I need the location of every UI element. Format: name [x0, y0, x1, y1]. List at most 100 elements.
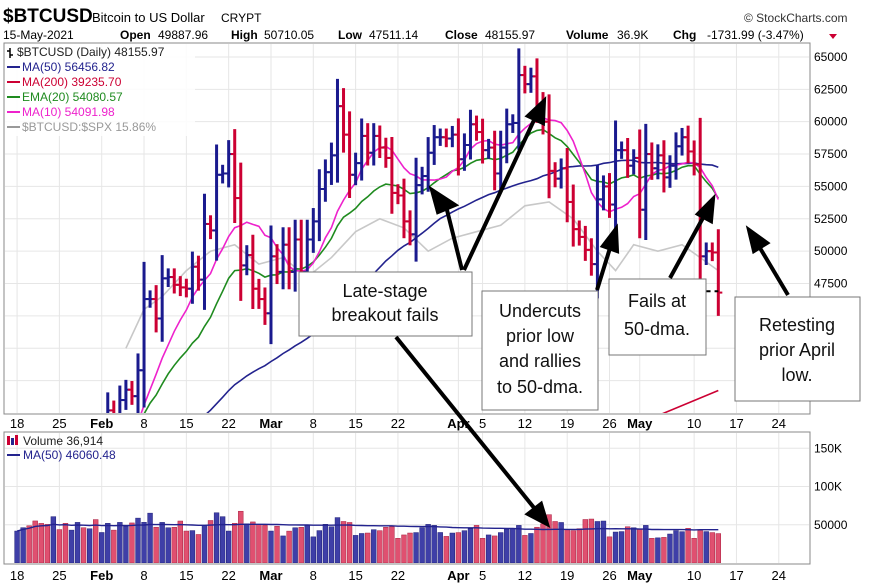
volume-bar [232, 523, 238, 563]
x-tick-label: 25 [52, 568, 66, 583]
annotation-line: breakout fails [331, 305, 438, 325]
arrow-head-icon [428, 185, 460, 215]
arrow-late-stage [444, 205, 464, 271]
x-tick-label: 12 [518, 416, 532, 431]
volume-bar [443, 536, 449, 563]
price-bar [25, 413, 33, 434]
x-tick-label: 15 [179, 568, 193, 583]
high-label: High [231, 28, 258, 42]
legend-entry: $BTCUSD:$SPX 15.86% [22, 120, 156, 134]
volume-bar [316, 530, 323, 563]
x-tick-label: Mar [259, 416, 282, 431]
price-bar [714, 229, 723, 316]
volume-value: 36.9K [617, 28, 648, 42]
volume-bar [250, 521, 256, 563]
price-bar [109, 400, 116, 413]
volume-bar [322, 524, 329, 563]
x-tick-label: Feb [90, 416, 113, 431]
volume-bar [552, 521, 558, 563]
volume-bar [655, 537, 661, 563]
price-tick-label: 57500 [814, 147, 848, 161]
volume-bar [510, 528, 516, 563]
x-tick-label: 10 [687, 568, 701, 583]
volume-bar [68, 529, 75, 563]
x-tick-label: 26 [602, 416, 616, 431]
volume-bar [238, 510, 244, 563]
volume-bar [588, 518, 595, 563]
close-label: Close [445, 28, 478, 42]
volume-bar [661, 537, 667, 563]
volume-tick-label: 150K [814, 441, 842, 455]
volume-bars [14, 510, 721, 563]
volume-bar [141, 522, 147, 563]
volume-bar [473, 525, 480, 563]
open-value: 49887.96 [158, 28, 208, 42]
volume-bar [171, 527, 177, 563]
x-tick-label: 15 [348, 416, 362, 431]
volume-bar [407, 532, 413, 563]
volume-bar [643, 525, 649, 563]
annotation-line: Fails at [628, 291, 686, 311]
x-tick-label: Apr [447, 568, 469, 583]
volume-bar [504, 528, 510, 563]
price-bars [25, 48, 723, 434]
volume-ma50-line [16, 523, 719, 532]
volume-bar [431, 525, 437, 563]
volume-bar [649, 538, 655, 563]
volume-bar [213, 512, 220, 563]
volume-bar [298, 527, 304, 563]
x-tick-label: 15 [179, 416, 193, 431]
volume-bar [703, 531, 709, 563]
watermark: © StockCharts.com [744, 11, 848, 25]
volume-bar [697, 530, 703, 563]
volume-bar [637, 528, 643, 563]
arrow-head-icon [524, 500, 551, 528]
price-tick-label: 62500 [814, 82, 848, 96]
volume-bar [624, 526, 631, 563]
volume-bar [606, 536, 613, 563]
volume-bar [195, 534, 202, 563]
annotation-undercuts: Undercuts prior low and rallies to 50-dm… [481, 290, 599, 411]
volume-bar [522, 535, 528, 563]
instrument-name: Bitcoin to US Dollar [92, 10, 205, 25]
annotation-line: prior April [759, 340, 835, 360]
x-axis-price: 18 25 Feb 8 15 22 Mar 8 15 22 Apr 5 12 19 26 May 10 17 24 [10, 416, 786, 431]
volume-bar [147, 512, 153, 563]
volume-bar [268, 530, 274, 563]
volume-bar [226, 530, 232, 563]
volume-bar [111, 529, 117, 563]
volume-bar [491, 535, 498, 563]
volume-bar [304, 525, 310, 563]
volume-bar [153, 526, 159, 563]
volume-bar [26, 525, 32, 563]
volume-bar [20, 527, 26, 563]
volume-label: Volume [566, 28, 609, 42]
x-tick-label: 17 [729, 416, 743, 431]
volume-bar [570, 530, 576, 563]
volume-bar [262, 525, 268, 563]
x-tick-label: 12 [518, 568, 532, 583]
volume-bar [207, 520, 214, 563]
volume-bar [189, 530, 196, 563]
x-tick-label: 8 [310, 568, 317, 583]
volume-bar [165, 527, 171, 563]
volume-bar [358, 533, 365, 563]
volume-bar [395, 538, 401, 563]
volume-bar [274, 525, 280, 563]
volume-bar [346, 522, 353, 563]
volume-bar [56, 529, 63, 563]
arrow-head-icon [745, 225, 771, 255]
x-tick-label: May [627, 416, 653, 431]
x-tick-label: 24 [772, 416, 786, 431]
volume-bar [38, 523, 44, 563]
annotation-line: 50-dma. [624, 319, 690, 339]
legend-entry: MA(50) 46060.48 [23, 448, 116, 462]
chg-label: Chg [673, 28, 696, 42]
volume-bar [618, 531, 625, 563]
x-tick-label: May [627, 568, 653, 583]
down-arrow-icon [829, 34, 837, 39]
volume-bar [50, 516, 57, 563]
volume-bar [685, 528, 691, 563]
